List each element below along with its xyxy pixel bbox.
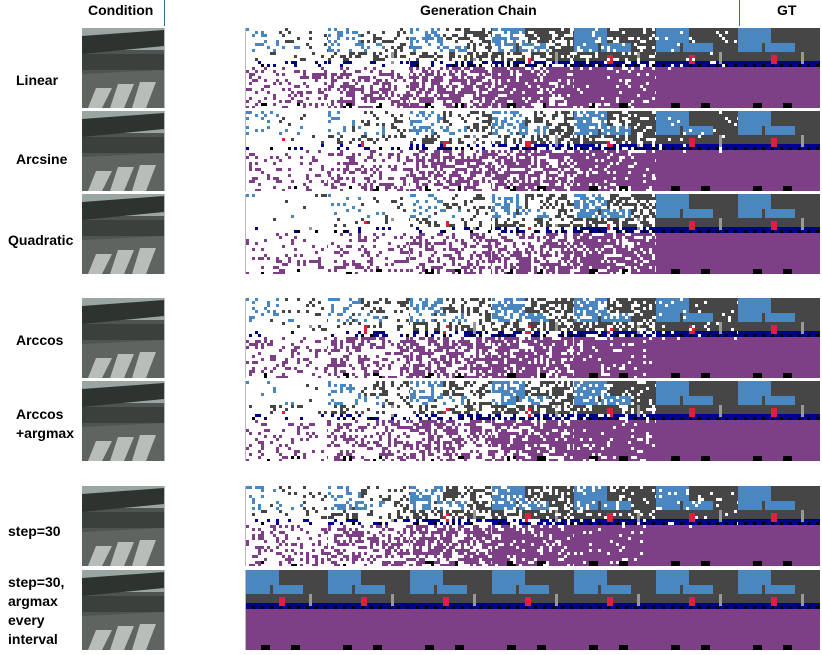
- generation-step-image: [246, 111, 328, 191]
- generation-step-image: [410, 28, 492, 108]
- generation-step-image: [492, 28, 574, 108]
- generation-step-image: [328, 28, 410, 108]
- generation-step-image: [574, 570, 656, 650]
- generation-step-image: [492, 486, 574, 566]
- generation-step-image: [246, 381, 328, 461]
- generation-step-image: [328, 298, 410, 378]
- generation-step-image: [574, 28, 656, 108]
- generation-step-image: [328, 381, 410, 461]
- generation-step-image: [574, 486, 656, 566]
- generation-step-image: [656, 486, 738, 566]
- ground-truth-image: [738, 486, 820, 566]
- condition-image: [82, 570, 164, 650]
- condition-image: [82, 111, 164, 191]
- generation-step-image: [492, 381, 574, 461]
- generation-step-image: [574, 194, 656, 274]
- generation-step-image: [574, 111, 656, 191]
- generation-step-image: [328, 111, 410, 191]
- condition-image: [82, 486, 164, 566]
- generation-step-image: [164, 381, 246, 461]
- generation-step-image: [328, 194, 410, 274]
- row-label: Linear: [16, 71, 58, 90]
- generation-step-image: [164, 486, 246, 566]
- generation-step-image: [574, 381, 656, 461]
- generation-step-image: [492, 111, 574, 191]
- header-gt: GT: [777, 2, 796, 18]
- generation-step-image: [246, 298, 328, 378]
- generation-step-image: [164, 298, 246, 378]
- ground-truth-image: [738, 194, 820, 274]
- ground-truth-image: [738, 298, 820, 378]
- generation-step-image: [574, 298, 656, 378]
- generation-step-image: [328, 570, 410, 650]
- header-divider-right: [739, 0, 740, 26]
- generation-step-image: [410, 298, 492, 378]
- generation-step-image: [656, 111, 738, 191]
- row-label: Arcsine: [16, 150, 67, 169]
- generation-step-image: [492, 570, 574, 650]
- generation-step-image: [656, 28, 738, 108]
- header-generation-chain: Generation Chain: [420, 2, 537, 18]
- generation-step-image: [164, 111, 246, 191]
- condition-image: [82, 28, 164, 108]
- row-label: Arccos: [16, 331, 63, 350]
- row-label: Quadratic: [8, 231, 73, 250]
- generation-step-image: [656, 381, 738, 461]
- generation-step-image: [410, 570, 492, 650]
- generation-step-image: [492, 194, 574, 274]
- generation-step-image: [246, 194, 328, 274]
- row-label: step=30, argmax every interval: [8, 573, 64, 649]
- generation-step-image: [164, 28, 246, 108]
- generation-step-image: [246, 570, 328, 650]
- ground-truth-image: [738, 381, 820, 461]
- condition-image: [82, 298, 164, 378]
- header-divider-left: [164, 0, 165, 26]
- generation-step-image: [246, 486, 328, 566]
- generation-step-image: [492, 298, 574, 378]
- generation-step-image: [246, 28, 328, 108]
- generation-step-image: [656, 194, 738, 274]
- generation-step-image: [410, 111, 492, 191]
- generation-step-image: [656, 298, 738, 378]
- ground-truth-image: [738, 28, 820, 108]
- generation-step-image: [656, 570, 738, 650]
- row-label: Arccos +argmax: [16, 405, 74, 443]
- generation-step-image: [410, 486, 492, 566]
- condition-image: [82, 194, 164, 274]
- generation-step-image: [410, 194, 492, 274]
- condition-image: [82, 381, 164, 461]
- generation-step-image: [410, 381, 492, 461]
- row-label: step=30: [8, 522, 61, 541]
- header-condition: Condition: [88, 2, 153, 18]
- generation-step-image: [164, 194, 246, 274]
- generation-step-image: [328, 486, 410, 566]
- ground-truth-image: [738, 570, 820, 650]
- ground-truth-image: [738, 111, 820, 191]
- generation-step-image: [164, 570, 246, 650]
